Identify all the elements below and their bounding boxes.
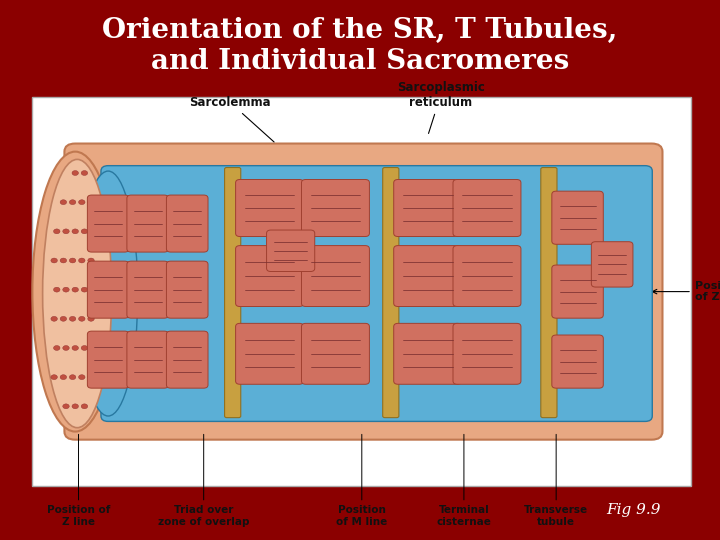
Circle shape bbox=[81, 287, 88, 292]
FancyBboxPatch shape bbox=[166, 195, 208, 252]
Text: Fig 9.9: Fig 9.9 bbox=[606, 503, 661, 517]
Circle shape bbox=[88, 375, 94, 380]
Circle shape bbox=[60, 375, 67, 380]
Circle shape bbox=[72, 404, 78, 409]
FancyBboxPatch shape bbox=[453, 246, 521, 307]
FancyBboxPatch shape bbox=[453, 323, 521, 384]
Circle shape bbox=[69, 200, 76, 205]
Circle shape bbox=[51, 375, 58, 380]
Circle shape bbox=[69, 375, 76, 380]
FancyBboxPatch shape bbox=[383, 167, 399, 417]
FancyBboxPatch shape bbox=[552, 335, 603, 388]
Circle shape bbox=[81, 229, 88, 234]
Text: Triad over
zone of overlap: Triad over zone of overlap bbox=[158, 434, 249, 527]
Circle shape bbox=[91, 346, 97, 350]
Text: Position
of Z line: Position of Z line bbox=[652, 281, 720, 302]
Circle shape bbox=[53, 229, 60, 234]
Circle shape bbox=[91, 287, 97, 292]
Circle shape bbox=[72, 171, 78, 176]
FancyBboxPatch shape bbox=[101, 166, 652, 421]
FancyBboxPatch shape bbox=[166, 331, 208, 388]
Text: Sarcoplasmic
reticulum: Sarcoplasmic reticulum bbox=[397, 81, 485, 133]
FancyBboxPatch shape bbox=[302, 323, 369, 384]
FancyBboxPatch shape bbox=[591, 242, 633, 287]
Ellipse shape bbox=[42, 159, 112, 428]
FancyBboxPatch shape bbox=[552, 265, 603, 318]
FancyBboxPatch shape bbox=[552, 191, 603, 244]
FancyBboxPatch shape bbox=[394, 246, 462, 307]
Circle shape bbox=[63, 346, 69, 350]
FancyBboxPatch shape bbox=[87, 195, 129, 252]
Circle shape bbox=[81, 171, 88, 176]
Circle shape bbox=[78, 375, 85, 380]
FancyBboxPatch shape bbox=[32, 97, 691, 486]
FancyBboxPatch shape bbox=[453, 179, 521, 237]
Text: Sarcolemma: Sarcolemma bbox=[189, 96, 274, 142]
Circle shape bbox=[60, 200, 67, 205]
Circle shape bbox=[81, 346, 88, 350]
Ellipse shape bbox=[32, 152, 118, 431]
Circle shape bbox=[69, 258, 76, 263]
Text: Terminal
cisternae: Terminal cisternae bbox=[436, 434, 491, 527]
FancyBboxPatch shape bbox=[225, 167, 240, 417]
FancyBboxPatch shape bbox=[127, 195, 168, 252]
Circle shape bbox=[91, 229, 97, 234]
Circle shape bbox=[53, 287, 60, 292]
Text: Position of
Z line: Position of Z line bbox=[47, 434, 110, 527]
FancyBboxPatch shape bbox=[541, 167, 557, 417]
Circle shape bbox=[88, 200, 94, 205]
FancyBboxPatch shape bbox=[87, 261, 129, 318]
Circle shape bbox=[63, 229, 69, 234]
Circle shape bbox=[72, 346, 78, 350]
FancyBboxPatch shape bbox=[394, 323, 462, 384]
FancyBboxPatch shape bbox=[394, 179, 462, 237]
FancyBboxPatch shape bbox=[64, 144, 662, 440]
Text: Transverse
tubule: Transverse tubule bbox=[524, 434, 588, 527]
Circle shape bbox=[81, 404, 88, 409]
Circle shape bbox=[72, 287, 78, 292]
Circle shape bbox=[51, 316, 58, 321]
Circle shape bbox=[88, 316, 94, 321]
Ellipse shape bbox=[78, 171, 138, 416]
Text: Orientation of the SR, T Tubules,
and Individual Sacromeres: Orientation of the SR, T Tubules, and In… bbox=[102, 17, 618, 75]
Circle shape bbox=[72, 229, 78, 234]
Circle shape bbox=[78, 316, 85, 321]
Circle shape bbox=[60, 316, 67, 321]
Circle shape bbox=[78, 200, 85, 205]
FancyBboxPatch shape bbox=[166, 261, 208, 318]
Circle shape bbox=[78, 258, 85, 263]
Text: Position
of M line: Position of M line bbox=[336, 434, 387, 527]
FancyBboxPatch shape bbox=[266, 230, 315, 272]
Circle shape bbox=[63, 404, 69, 409]
Circle shape bbox=[60, 258, 67, 263]
Circle shape bbox=[53, 346, 60, 350]
FancyBboxPatch shape bbox=[235, 179, 304, 237]
FancyBboxPatch shape bbox=[302, 179, 369, 237]
FancyBboxPatch shape bbox=[302, 246, 369, 307]
FancyBboxPatch shape bbox=[235, 323, 304, 384]
Circle shape bbox=[63, 287, 69, 292]
FancyBboxPatch shape bbox=[127, 261, 168, 318]
FancyBboxPatch shape bbox=[235, 246, 304, 307]
Circle shape bbox=[88, 258, 94, 263]
FancyBboxPatch shape bbox=[127, 331, 168, 388]
FancyBboxPatch shape bbox=[87, 331, 129, 388]
Circle shape bbox=[69, 316, 76, 321]
Circle shape bbox=[51, 258, 58, 263]
